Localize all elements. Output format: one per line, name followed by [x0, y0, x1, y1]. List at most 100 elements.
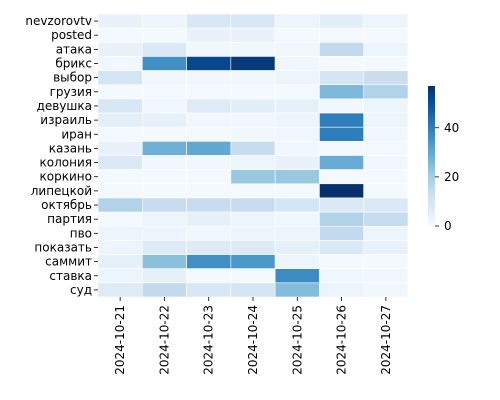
heatmap-cell: [363, 126, 409, 142]
y-tick-label: октябрь: [41, 198, 92, 212]
heatmap-cell: [363, 225, 409, 241]
heatmap-cell: [230, 282, 276, 298]
heatmap-cell: [230, 112, 276, 128]
heatmap-cell: [319, 98, 365, 114]
heatmap-cell: [141, 282, 187, 298]
heatmap-cell: [186, 41, 232, 57]
heatmap-cell: [141, 211, 187, 227]
heatmap-cell: [274, 56, 320, 71]
heatmap-cell: [186, 197, 232, 213]
heatmap-cell: [186, 240, 232, 255]
y-tick-label: саммит: [45, 255, 92, 269]
heatmap-cell: [186, 112, 232, 128]
heatmap-cell: [319, 183, 365, 199]
heatmap-cell: [141, 98, 187, 114]
heatmap-cell: [97, 126, 143, 142]
heatmap-cell: [97, 169, 143, 185]
heatmap-cell: [186, 254, 232, 270]
heatmap-cell: [141, 13, 187, 29]
heatmap-cell: [274, 197, 320, 213]
heatmap-cell: [274, 13, 320, 29]
heatmap-cell: [141, 155, 187, 170]
heatmap-cell: [274, 240, 320, 255]
heatmap-cell: [230, 254, 276, 270]
heatmap-cell: [363, 141, 409, 156]
heatmap-cell: [274, 98, 320, 114]
heatmap-cell: [186, 268, 232, 284]
colorbar-tick-label: 20: [444, 170, 459, 184]
heatmap-cell: [363, 84, 409, 100]
y-tick-label: колония: [40, 156, 92, 170]
heatmap-cell: [97, 70, 143, 86]
heatmap-cell: [141, 225, 187, 241]
x-tick-label: 2024-10-22: [157, 305, 171, 375]
y-tick-label: ставка: [49, 269, 92, 283]
heatmap-cell: [97, 27, 143, 43]
heatmap-cell: [141, 254, 187, 270]
heatmap-cell: [97, 240, 143, 255]
heatmap-cell: [141, 141, 187, 156]
heatmap-cell: [319, 27, 365, 43]
heatmap-cell: [274, 225, 320, 241]
heatmap-cell: [186, 141, 232, 156]
heatmap-cell: [186, 56, 232, 71]
heatmap-cell: [186, 126, 232, 142]
heatmap-cell: [141, 56, 187, 71]
heatmap-cell: [274, 183, 320, 199]
heatmap-cell: [186, 183, 232, 199]
x-tick-label: 2024-10-23: [202, 305, 216, 375]
heatmap-cell: [230, 211, 276, 227]
heatmap-cell: [363, 56, 409, 71]
heatmap-cell: [363, 197, 409, 213]
heatmap-cell: [230, 240, 276, 255]
heatmap-cell: [319, 240, 365, 255]
heatmap-cell: [319, 70, 365, 86]
heatmap-cell: [274, 282, 320, 298]
x-tick-label: 2024-10-21: [113, 305, 127, 375]
heatmap-cell: [363, 211, 409, 227]
heatmap-cell: [186, 155, 232, 170]
heatmap-cell: [230, 225, 276, 241]
heatmap-cell: [97, 112, 143, 128]
heatmap-cell: [319, 41, 365, 57]
x-axis-labels: 2024-10-21 2024-10-22 2024-10-23 2024-10-24…: [113, 297, 393, 375]
heatmap-cell: [97, 13, 143, 29]
heatmap-cell: [363, 268, 409, 284]
heatmap-cell: [319, 141, 365, 156]
heatmap-cell: [319, 225, 365, 241]
heatmap-cells: [97, 13, 409, 298]
heatmap-cell: [230, 98, 276, 114]
heatmap-cell: [274, 155, 320, 170]
heatmap-cell: [186, 282, 232, 298]
heatmap-cell: [97, 84, 143, 100]
heatmap-cell: [97, 98, 143, 114]
heatmap-cell: [319, 197, 365, 213]
heatmap-cell: [186, 211, 232, 227]
heatmap-cell: [230, 70, 276, 86]
heatmap-cell: [363, 155, 409, 170]
heatmap-cell: [97, 282, 143, 298]
y-tick-label: пво: [70, 226, 92, 240]
heatmap-cell: [141, 268, 187, 284]
heatmap-cell: [97, 56, 143, 71]
heatmap-cell: [319, 84, 365, 100]
heatmap-cell: [274, 141, 320, 156]
y-tick-label: липецкой: [31, 184, 92, 198]
heatmap-cell: [186, 225, 232, 241]
x-tick-label: 2024-10-26: [335, 305, 349, 375]
heatmap-cell: [363, 27, 409, 43]
heatmap-cell: [363, 240, 409, 255]
heatmap-cell: [363, 254, 409, 270]
heatmap-cell: [274, 41, 320, 57]
colorbar: 0 20 40: [428, 86, 459, 233]
heatmap-cell: [97, 41, 143, 57]
heatmap-cell: [97, 268, 143, 284]
heatmap-cell: [186, 169, 232, 185]
y-tick-label: грузия: [50, 85, 92, 99]
heatmap-cell: [363, 183, 409, 199]
y-tick-label: суд: [70, 283, 92, 297]
y-tick-label: брикс: [55, 57, 92, 71]
y-tick-label: израиль: [40, 113, 92, 127]
y-axis-labels: nevzorovtvpostedатакабриксвыборгрузиядев…: [25, 14, 98, 297]
heatmap-cell: [141, 41, 187, 57]
